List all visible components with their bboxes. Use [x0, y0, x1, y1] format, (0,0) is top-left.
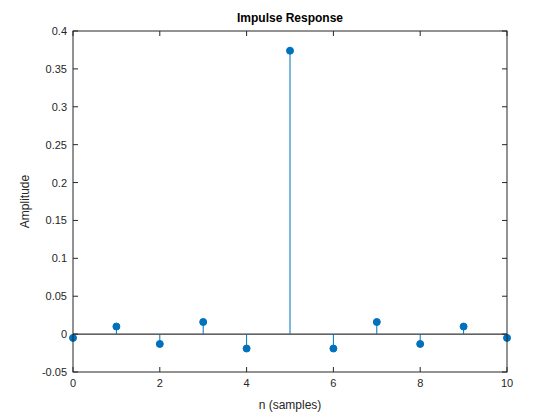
y-tick-label: 0 [61, 328, 67, 340]
x-tick [159, 367, 160, 372]
y-tick-label: 0.25 [46, 139, 67, 151]
x-tick [73, 31, 74, 36]
y-axis-label: Amplitude [18, 175, 32, 229]
stem-marker [243, 345, 250, 352]
y-tick [73, 372, 78, 373]
stem-marker [330, 345, 337, 352]
x-tick [73, 367, 74, 372]
x-tick-label: 6 [330, 377, 336, 389]
y-tick [502, 144, 507, 145]
y-tick [502, 220, 507, 221]
x-tick-label: 8 [417, 377, 423, 389]
y-tick-label: 0.35 [46, 63, 67, 75]
plot-area [73, 31, 507, 372]
x-tick [507, 31, 508, 36]
stem-marker [113, 323, 120, 330]
x-tick-label: 4 [244, 377, 250, 389]
x-axis-label: n (samples) [259, 398, 322, 412]
x-tick [246, 367, 247, 372]
y-tick [73, 68, 78, 69]
stem-marker [460, 323, 467, 330]
stem-marker [200, 318, 207, 325]
x-tick-label: 0 [70, 377, 76, 389]
y-tick-label: 0.05 [46, 290, 67, 302]
stem [290, 51, 291, 334]
y-tick [502, 68, 507, 69]
y-tick [502, 372, 507, 373]
stem-marker [417, 340, 424, 347]
x-tick [420, 367, 421, 372]
y-tick-label: 0.1 [52, 252, 67, 264]
stem-marker [373, 318, 380, 325]
x-tick [420, 31, 421, 36]
y-tick [502, 182, 507, 183]
y-tick [73, 182, 78, 183]
y-tick [73, 258, 78, 259]
y-tick [502, 334, 507, 335]
y-tick-label: 0.15 [46, 214, 67, 226]
y-tick [73, 106, 78, 107]
x-tick [159, 31, 160, 36]
stems [70, 47, 511, 352]
y-tick-label: 0.2 [52, 177, 67, 189]
y-tick [73, 31, 78, 32]
y-tick [73, 334, 78, 335]
title: Impulse Response [237, 11, 343, 25]
y-tick [73, 144, 78, 145]
y-tick [502, 31, 507, 32]
stem-marker [156, 340, 163, 347]
y-tick-label: -0.05 [42, 366, 67, 378]
x-tick [246, 31, 247, 36]
y-tick [73, 220, 78, 221]
x-tick-label: 10 [501, 377, 513, 389]
y-tick [502, 106, 507, 107]
chart: 0246810-0.0500.050.10.150.20.250.30.350.… [0, 0, 560, 420]
axes-box [73, 31, 507, 372]
x-tick [507, 367, 508, 372]
x-tick [333, 367, 334, 372]
y-tick-label: 0.4 [52, 25, 67, 37]
stem-marker [287, 47, 294, 54]
y-tick [73, 296, 78, 297]
y-tick [502, 258, 507, 259]
x-tick-label: 2 [157, 377, 163, 389]
y-tick-label: 0.3 [52, 101, 67, 113]
x-tick [333, 31, 334, 36]
y-tick [502, 296, 507, 297]
